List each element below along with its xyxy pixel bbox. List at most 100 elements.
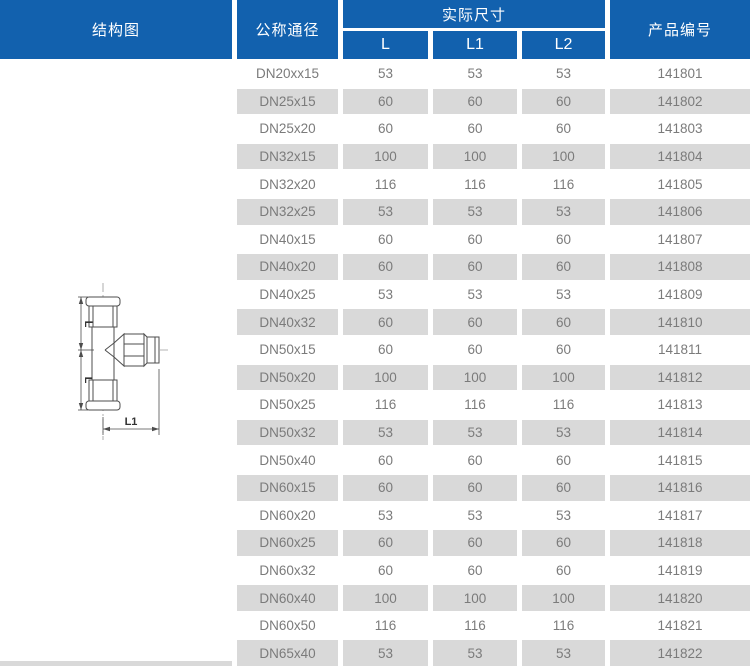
cell-l: 53 bbox=[343, 419, 428, 446]
cell-nominal-diameter: DN40x32 bbox=[237, 309, 338, 335]
table-row: DN25x20 60 60 60 141803 bbox=[237, 114, 750, 142]
cell-product-code: 141819 bbox=[610, 557, 750, 584]
header-l: L bbox=[343, 31, 428, 59]
table-row: DN40x20 60 60 60 141808 bbox=[237, 252, 750, 280]
cell-l2: 60 bbox=[522, 309, 605, 335]
table-row: DN60x50 116 116 116 141821 bbox=[237, 611, 750, 639]
cell-l2: 100 bbox=[522, 143, 605, 170]
cell-l2: 60 bbox=[522, 88, 605, 115]
cell-product-code: 141802 bbox=[610, 88, 750, 115]
cell-l: 53 bbox=[343, 198, 428, 225]
table-row: DN60x40 100 100 100 141820 bbox=[237, 583, 750, 611]
cell-l1: 53 bbox=[433, 198, 517, 225]
header-nominal-diameter: 公称通径 bbox=[237, 0, 338, 59]
dim-arrow-right bbox=[152, 426, 159, 431]
header-product-code: 产品编号 bbox=[610, 0, 750, 59]
cell-l1: 53 bbox=[433, 61, 517, 87]
cell-l2: 60 bbox=[522, 447, 605, 473]
cell-product-code: 141801 bbox=[610, 61, 750, 87]
threaded-end bbox=[146, 336, 160, 363]
cell-l2: 53 bbox=[522, 502, 605, 529]
cell-l1: 116 bbox=[433, 612, 517, 639]
dim-arrow-left bbox=[103, 426, 110, 431]
cell-l: 53 bbox=[343, 640, 428, 666]
cell-l2: 60 bbox=[522, 116, 605, 142]
cell-nominal-diameter: DN40x15 bbox=[237, 226, 338, 253]
pipe-body bbox=[91, 326, 115, 380]
cell-l2: 60 bbox=[522, 336, 605, 363]
cell-l: 116 bbox=[343, 612, 428, 639]
cell-l: 60 bbox=[343, 88, 428, 115]
cell-product-code: 141809 bbox=[610, 281, 750, 308]
cell-l2: 100 bbox=[522, 585, 605, 611]
cell-l2: 53 bbox=[522, 640, 605, 666]
header-l1: L1 bbox=[433, 31, 517, 59]
cell-nominal-diameter: DN50x20 bbox=[237, 364, 338, 391]
cell-product-code: 141804 bbox=[610, 143, 750, 170]
cell-l: 53 bbox=[343, 281, 428, 308]
cell-l: 116 bbox=[343, 392, 428, 418]
dim-arrow-down bbox=[78, 402, 84, 410]
cell-l: 60 bbox=[343, 309, 428, 335]
cell-l: 60 bbox=[343, 557, 428, 584]
cell-l: 60 bbox=[343, 116, 428, 142]
cell-nominal-diameter: DN25x20 bbox=[237, 116, 338, 142]
cell-l: 53 bbox=[343, 502, 428, 529]
header-structure: 结构图 bbox=[0, 0, 232, 59]
table-row: DN65x40 53 53 53 141822 bbox=[237, 638, 750, 666]
header-l2: L2 bbox=[522, 31, 605, 59]
cell-l2: 60 bbox=[522, 530, 605, 556]
cell-product-code: 141821 bbox=[610, 612, 750, 639]
table-row: DN60x15 60 60 60 141816 bbox=[237, 473, 750, 501]
top-socket bbox=[88, 305, 118, 327]
cell-nominal-diameter: DN60x20 bbox=[237, 502, 338, 529]
cell-l1: 53 bbox=[433, 419, 517, 446]
hex-nut bbox=[123, 333, 145, 366]
table-row: DN50x15 60 60 60 141811 bbox=[237, 335, 750, 363]
dim-arrow-down bbox=[78, 342, 84, 350]
table-row: DN40x32 60 60 60 141810 bbox=[237, 307, 750, 335]
cell-l1: 60 bbox=[433, 309, 517, 335]
cell-product-code: 141817 bbox=[610, 502, 750, 529]
cell-l1: 60 bbox=[433, 254, 517, 280]
cell-nominal-diameter: DN65x40 bbox=[237, 640, 338, 666]
cell-l1: 60 bbox=[433, 336, 517, 363]
cell-l2: 116 bbox=[522, 171, 605, 197]
cell-nominal-diameter: DN60x40 bbox=[237, 585, 338, 611]
table-body: DN20xx15 53 53 53 141801 DN25x15 60 60 6… bbox=[237, 59, 750, 666]
cell-l: 60 bbox=[343, 530, 428, 556]
table-row: DN50x32 53 53 53 141814 bbox=[237, 418, 750, 446]
cell-l1: 53 bbox=[433, 640, 517, 666]
cell-product-code: 141803 bbox=[610, 116, 750, 142]
table-row: DN32x25 53 53 53 141806 bbox=[237, 197, 750, 225]
cell-l1: 100 bbox=[433, 585, 517, 611]
cell-nominal-diameter: DN40x20 bbox=[237, 254, 338, 280]
cell-product-code: 141811 bbox=[610, 336, 750, 363]
cell-nominal-diameter: DN32x20 bbox=[237, 171, 338, 197]
cell-l: 60 bbox=[343, 226, 428, 253]
cell-product-code: 141810 bbox=[610, 309, 750, 335]
cell-l1: 116 bbox=[433, 392, 517, 418]
cell-product-code: 141814 bbox=[610, 419, 750, 446]
table-row: DN40x25 53 53 53 141809 bbox=[237, 280, 750, 308]
cell-nominal-diameter: DN60x25 bbox=[237, 530, 338, 556]
cell-product-code: 141805 bbox=[610, 171, 750, 197]
cell-l: 60 bbox=[343, 254, 428, 280]
table-header: 公称通径 实际尺寸 L L1 L2 bbox=[237, 0, 750, 59]
cell-l1: 60 bbox=[433, 530, 517, 556]
table-row: DN60x25 60 60 60 141818 bbox=[237, 528, 750, 556]
cell-l1: 100 bbox=[433, 143, 517, 170]
cell-product-code: 141822 bbox=[610, 640, 750, 666]
cell-l2: 53 bbox=[522, 419, 605, 446]
cell-nominal-diameter: DN32x25 bbox=[237, 198, 338, 225]
cell-l2: 60 bbox=[522, 254, 605, 280]
header-actual-size: 实际尺寸 bbox=[343, 0, 605, 28]
cell-l: 60 bbox=[343, 447, 428, 473]
cell-product-code: 141813 bbox=[610, 392, 750, 418]
cell-l1: 100 bbox=[433, 364, 517, 391]
dim-arrow-up bbox=[78, 349, 84, 357]
cell-l1: 60 bbox=[433, 474, 517, 501]
table-row: DN60x20 53 53 53 141817 bbox=[237, 501, 750, 529]
cell-nominal-diameter: DN60x15 bbox=[237, 474, 338, 501]
cell-l: 60 bbox=[343, 336, 428, 363]
